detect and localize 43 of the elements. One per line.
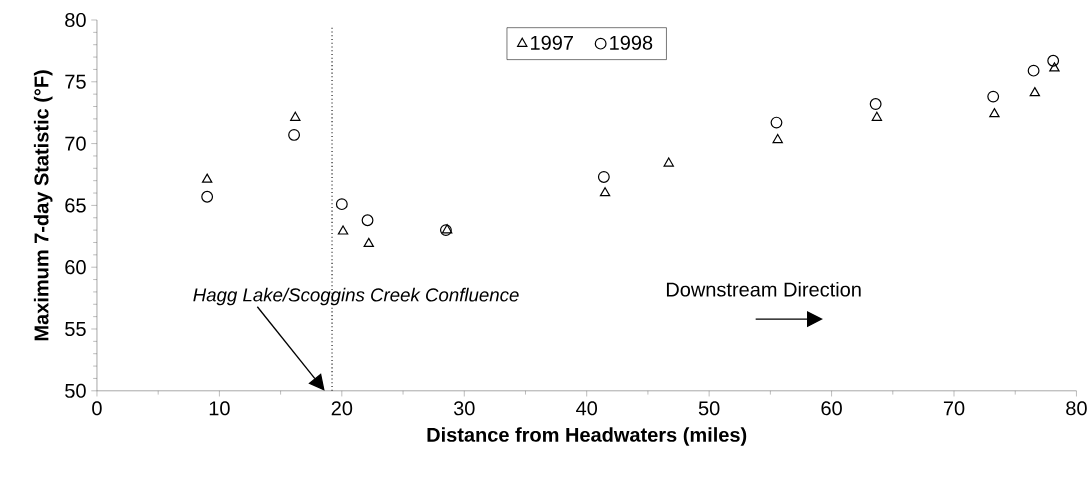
x-tick-label: 80 [1066, 401, 1087, 416]
y-axis-title: Maximum 7-day Statistic (°F) [33, 70, 53, 341]
y-tick-label: 75 [65, 74, 86, 89]
point [290, 111, 301, 122]
point [335, 198, 348, 211]
x-tick-label: 60 [821, 401, 842, 416]
point [361, 214, 374, 227]
point [337, 225, 349, 235]
point [597, 171, 610, 184]
x-tick-label: 70 [943, 401, 965, 416]
y-tick-label: 50 [65, 383, 86, 398]
point [201, 190, 214, 203]
legend-label: 1998 [610, 35, 653, 50]
y-tick-label: 65 [65, 198, 86, 213]
point [1029, 87, 1041, 97]
point [1047, 54, 1060, 67]
point [869, 98, 882, 111]
point [871, 111, 883, 122]
y-tick-label: 60 [65, 260, 86, 275]
point [201, 173, 213, 183]
y-tick-label: 70 [65, 136, 86, 151]
x-tick-label: 10 [209, 401, 230, 416]
annotation: Hagg Lake/Scoggins Creek Confluence [193, 287, 519, 306]
point [663, 157, 674, 167]
x-tick-label: 0 [92, 401, 102, 416]
point [599, 187, 611, 197]
point [772, 134, 783, 144]
annotation: Downstream Direction [666, 282, 861, 297]
x-tick-label: 20 [331, 401, 353, 416]
point [1027, 64, 1040, 77]
point [989, 108, 1000, 118]
x-tick-label: 50 [698, 401, 720, 416]
y-tick-label: 55 [65, 322, 86, 337]
legend-label: 1997 [531, 35, 573, 50]
point [1049, 62, 1060, 72]
point [770, 116, 783, 129]
y-tick-label: 80 [65, 13, 86, 28]
x-axis-title: Distance from Headwaters (miles) [427, 427, 747, 446]
point [288, 129, 301, 141]
point [363, 237, 374, 248]
x-tick-label: 30 [453, 401, 475, 416]
x-tick-label: 40 [576, 401, 598, 416]
point [987, 90, 1000, 103]
